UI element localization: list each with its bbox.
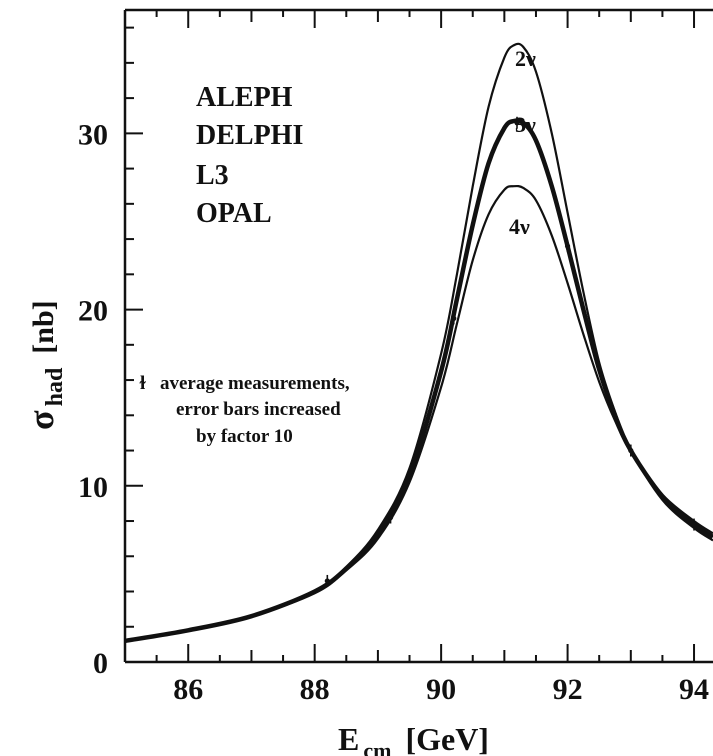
curves-layer [124, 42, 713, 644]
measurement-point [514, 120, 520, 126]
x-tick-label: 86 [173, 673, 203, 706]
legend-aleph: ALEPH [196, 82, 293, 113]
note-marker: ɫ [139, 373, 146, 394]
svg-text:E cm [GeV]: E cm [GeV] [338, 721, 489, 756]
measurement-note: ɫ average measurements, error bars incre… [139, 373, 350, 447]
plot-frame [123, 8, 713, 664]
curve-label-4nu: 4ν [509, 214, 530, 239]
curve-3nu [124, 118, 713, 644]
measurement-point [451, 315, 457, 321]
measurement-point [564, 243, 571, 249]
measurement-markers [324, 116, 697, 587]
measurement-point [387, 514, 394, 521]
measurement-point [628, 447, 634, 454]
x-axis-title: E cm [GeV] [338, 721, 489, 756]
x-axis-unit: [GeV] [405, 721, 489, 756]
measurement-point [324, 578, 330, 584]
experiment-legend: ALEPH DELPHI L3 OPAL [196, 82, 303, 229]
note-line-2: error bars increased [176, 399, 341, 420]
legend-l3: L3 [196, 160, 229, 191]
axis-tick-labels: 86 88 90 92 94 0 10 20 30 [78, 118, 709, 706]
x-tick-label: 92 [553, 673, 583, 706]
measurement-point [691, 521, 697, 528]
legend-opal: OPAL [196, 198, 272, 229]
note-line-3: by factor 10 [196, 426, 293, 447]
axis-ticks [124, 10, 696, 663]
x-axis-subscript: cm [363, 738, 391, 756]
x-tick-label: 94 [679, 673, 709, 706]
note-line-1: average measurements, [160, 373, 350, 394]
y-tick-label: 10 [78, 471, 108, 504]
curve-label-2nu: 2ν [515, 46, 536, 71]
svg-text:σ had [nb]: σ had [nb] [21, 300, 68, 430]
x-tick-label: 90 [426, 673, 456, 706]
y-tick-label: 30 [78, 118, 108, 151]
y-axis-subscript: had [42, 367, 68, 406]
x-axis-symbol: E [338, 721, 359, 756]
curve-4nu [124, 184, 713, 642]
y-axis-title: σ had [nb] [21, 300, 68, 430]
y-tick-label: 0 [93, 647, 108, 680]
y-axis-unit: [nb] [27, 300, 60, 353]
y-tick-label: 20 [78, 295, 108, 328]
curve-label-3nu: 3ν [515, 112, 536, 137]
legend-delphi: DELPHI [196, 120, 303, 151]
x-tick-label: 88 [300, 673, 330, 706]
y-axis-symbol: σ [21, 410, 61, 430]
